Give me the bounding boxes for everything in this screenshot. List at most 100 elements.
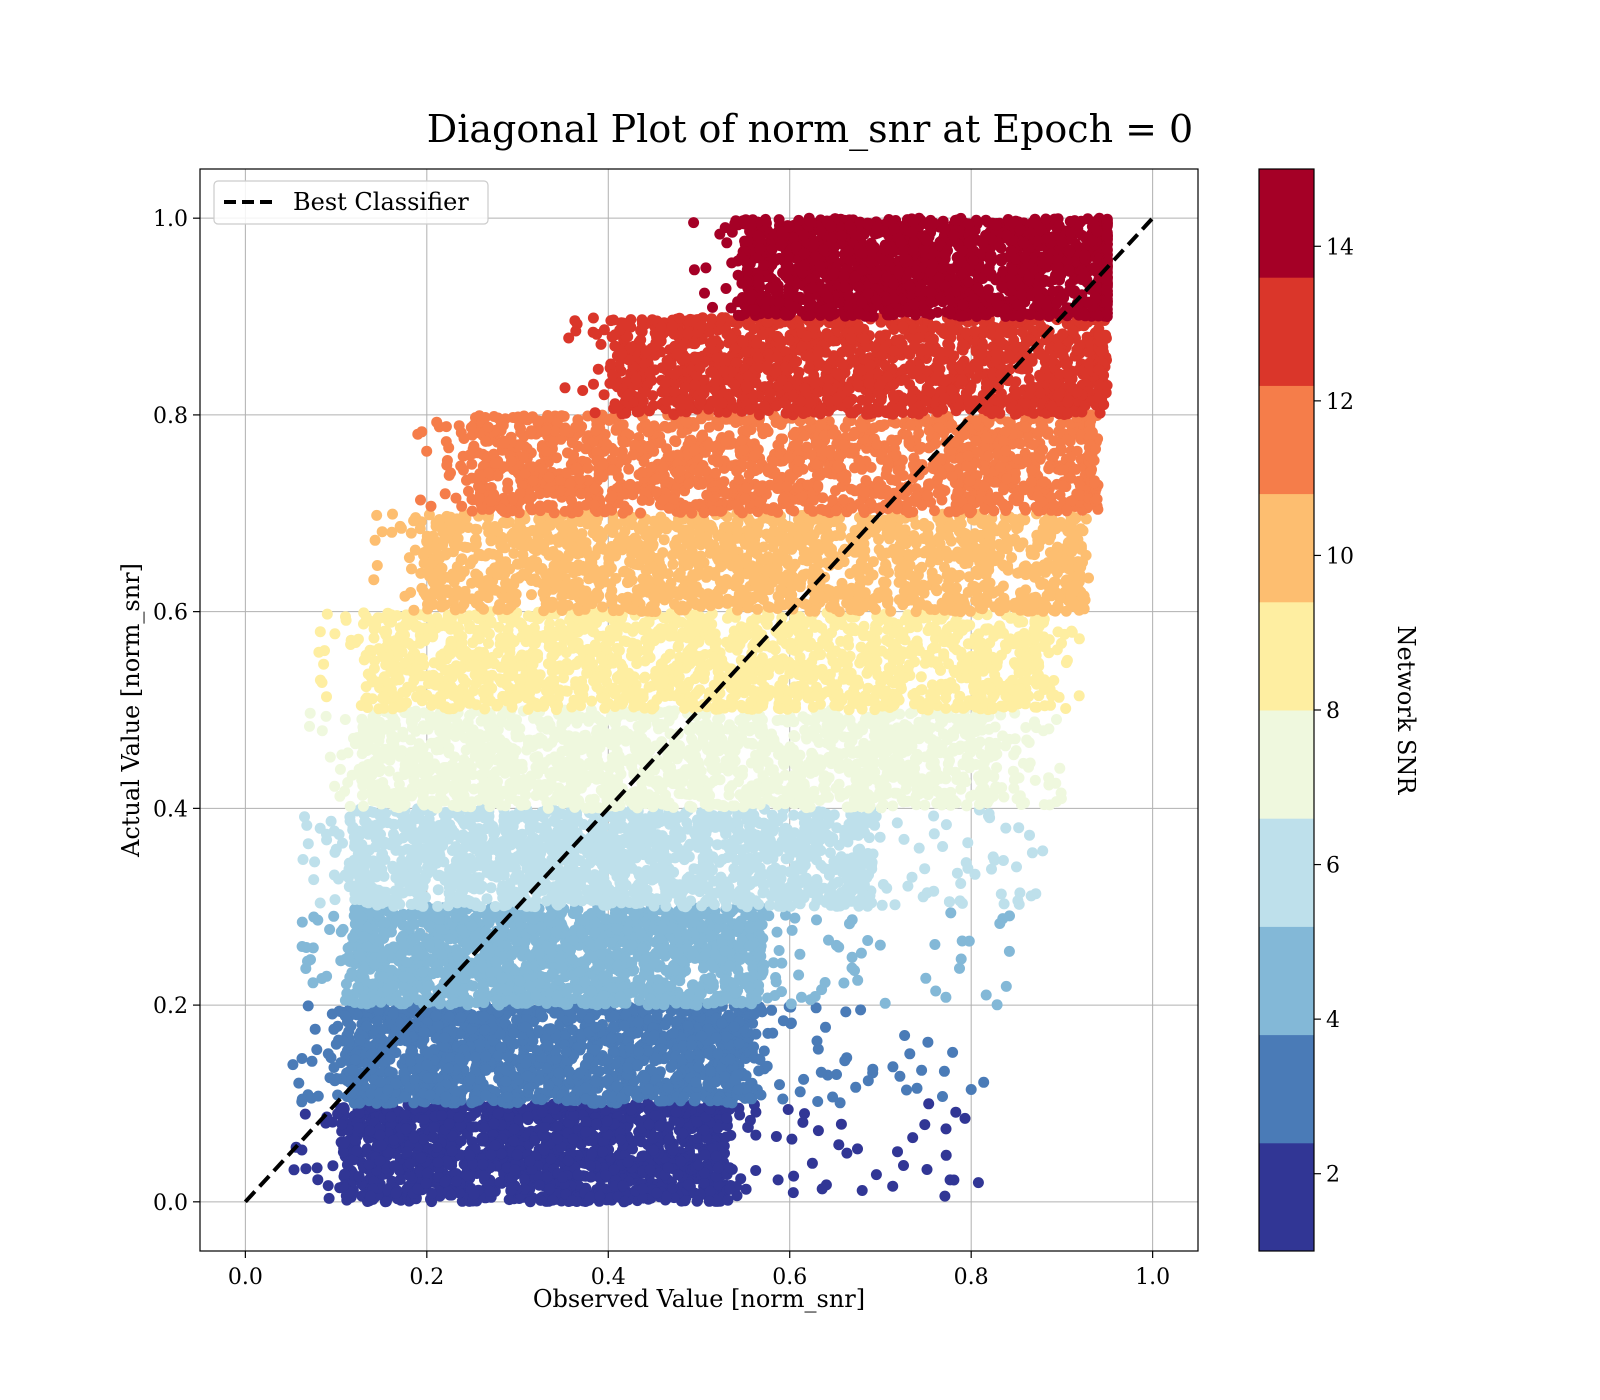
data-point (647, 909, 659, 921)
data-point (594, 938, 605, 950)
data-point (693, 983, 705, 995)
data-point (508, 1135, 520, 1147)
data-point (668, 946, 680, 958)
data-point (862, 935, 874, 946)
data-point (856, 1185, 868, 1196)
data-point (466, 1121, 478, 1133)
data-point (1003, 945, 1015, 957)
data-point (432, 1157, 444, 1168)
data-point (733, 940, 745, 952)
data-point (978, 1076, 990, 1088)
data-point (776, 957, 788, 969)
data-point (954, 962, 965, 974)
data-point (758, 1045, 770, 1057)
data-point (812, 1043, 824, 1055)
data-point (496, 972, 508, 984)
data-point (770, 972, 782, 983)
data-point (743, 981, 755, 993)
data-point (662, 1162, 674, 1173)
data-point (614, 991, 626, 1003)
data-point (724, 1053, 736, 1065)
data-point (536, 1094, 548, 1106)
data-point (398, 971, 410, 983)
data-point (798, 1073, 810, 1085)
data-point (720, 1131, 732, 1143)
data-point (611, 923, 622, 935)
data-point (722, 1194, 734, 1206)
data-point (622, 1156, 634, 1168)
data-point (388, 1160, 400, 1172)
data-point (774, 1079, 785, 1091)
data-point (500, 1076, 512, 1087)
data-point (670, 997, 682, 1009)
data-point (367, 978, 379, 990)
data-point (340, 953, 351, 965)
data-point (330, 1038, 342, 1050)
data-point (423, 920, 435, 932)
data-point (384, 1053, 396, 1065)
data-point (422, 980, 434, 992)
data-point (622, 1062, 633, 1074)
data-point (724, 1183, 736, 1195)
data-point (560, 1046, 572, 1058)
data-point (724, 960, 736, 972)
data-point (446, 1145, 458, 1157)
data-point (819, 977, 831, 988)
data-point (580, 1116, 592, 1128)
data-point (387, 1096, 399, 1108)
data-point (302, 955, 313, 967)
data-point (744, 922, 756, 934)
snr-band-2 (287, 999, 990, 1109)
data-point (556, 962, 568, 974)
data-point (494, 1176, 506, 1188)
data-point (608, 1010, 620, 1022)
data-point (771, 926, 783, 938)
data-point (712, 1048, 724, 1059)
data-point (568, 934, 579, 946)
data-point (321, 970, 333, 982)
data-point (390, 1187, 402, 1199)
data-point (382, 1084, 394, 1096)
data-point (540, 940, 552, 952)
data-point (722, 929, 734, 941)
data-point (919, 1119, 931, 1131)
data-point (508, 1123, 520, 1135)
data-point (716, 1017, 728, 1029)
data-point (772, 1174, 784, 1186)
data-point (762, 992, 773, 1004)
data-point (477, 1132, 489, 1144)
data-point (574, 1067, 586, 1079)
data-point (963, 935, 975, 947)
data-point (545, 1023, 557, 1035)
data-point (338, 1103, 350, 1115)
data-point (682, 1020, 694, 1032)
data-point (770, 1131, 782, 1142)
data-point (416, 1038, 427, 1050)
data-point (811, 914, 822, 926)
data-point (608, 1021, 619, 1033)
data-point (332, 1089, 344, 1101)
data-point (991, 999, 1003, 1011)
data-point (365, 1048, 377, 1060)
data-point (840, 1006, 852, 1018)
data-point (443, 1118, 455, 1130)
data-point (376, 1139, 388, 1151)
data-point (537, 1011, 549, 1023)
data-point (506, 949, 518, 961)
data-point (453, 1112, 465, 1123)
data-point (296, 941, 308, 952)
data-point (879, 997, 891, 1009)
data-point (522, 1070, 534, 1082)
data-point (841, 1147, 853, 1159)
data-point (335, 926, 347, 938)
data-point (690, 1076, 702, 1088)
data-point (405, 1055, 416, 1067)
data-point (733, 921, 745, 933)
data-point (626, 957, 638, 968)
data-point (850, 1081, 862, 1093)
data-point (439, 1176, 451, 1188)
data-point (302, 1000, 314, 1012)
data-point (767, 1027, 779, 1039)
data-point (338, 1137, 350, 1149)
data-point (706, 978, 718, 990)
